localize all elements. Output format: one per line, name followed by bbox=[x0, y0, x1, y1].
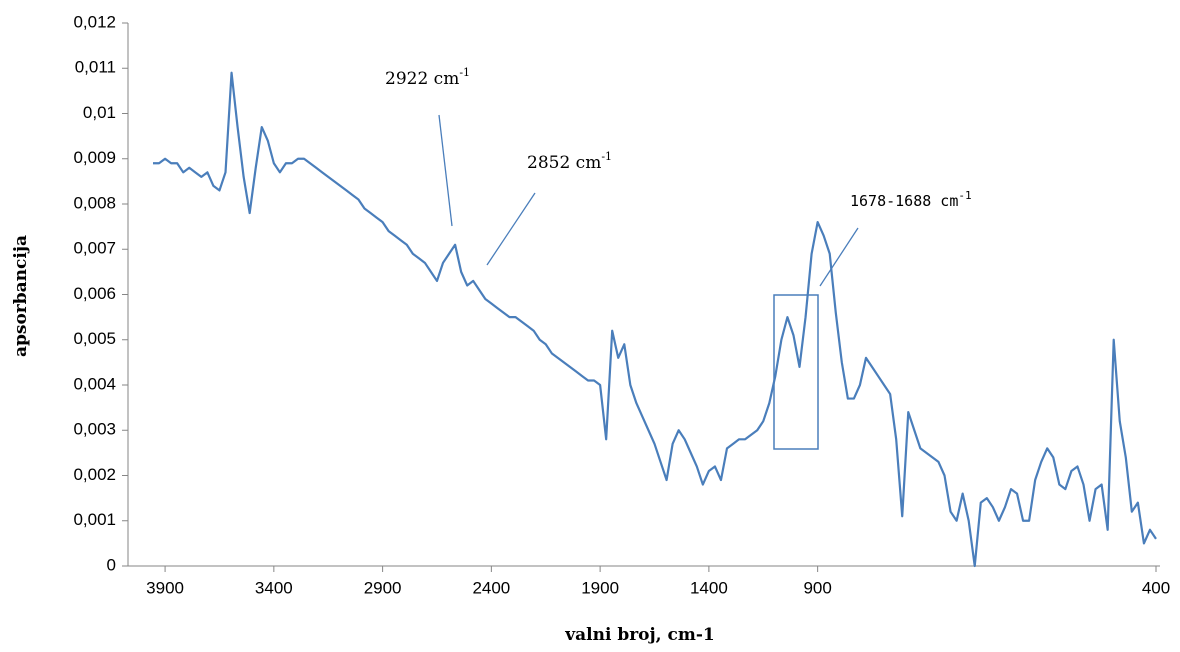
annotation-sup: -1 bbox=[459, 66, 470, 79]
y-tick-label: 0,012 bbox=[73, 12, 116, 31]
annotation-leader bbox=[486, 192, 536, 266]
annotation: 2922 cm-1 bbox=[385, 66, 470, 89]
highlight-box bbox=[773, 294, 819, 450]
annotation: 2852 cm-1 bbox=[527, 150, 612, 173]
annotation-text: 1678-1688 cm bbox=[850, 192, 958, 210]
y-tick-label: 0,004 bbox=[73, 374, 116, 393]
y-tick-label: 0,009 bbox=[73, 148, 116, 167]
x-axis-title: valni broj, cm-1 bbox=[564, 625, 714, 645]
annotation-leader bbox=[438, 114, 453, 227]
y-tick-label: 0,003 bbox=[73, 420, 116, 439]
y-tick-label: 0,006 bbox=[73, 284, 116, 303]
y-tick-label: 0 bbox=[107, 555, 116, 574]
x-tick-label: 400 bbox=[1142, 578, 1170, 597]
y-tick-label: 0,008 bbox=[73, 193, 116, 212]
x-tick-label: 3900 bbox=[146, 578, 184, 597]
y-tick-label: 0,005 bbox=[73, 329, 116, 348]
y-tick-label: 0,011 bbox=[75, 58, 116, 77]
annotation-sup: -1 bbox=[958, 189, 971, 202]
x-tick-label: 900 bbox=[803, 578, 831, 597]
annotation-sup: -1 bbox=[601, 150, 612, 163]
annotation: 1678-1688 cm-1 bbox=[850, 189, 972, 210]
annotation-leader bbox=[819, 227, 859, 287]
annotation-text: 2852 cm bbox=[527, 153, 601, 173]
x-tick-label: 2400 bbox=[472, 578, 510, 597]
y-tick-label: 0,002 bbox=[73, 465, 116, 484]
y-axis-title: apsorbancija bbox=[11, 235, 31, 357]
x-tick-label: 3400 bbox=[255, 578, 293, 597]
x-tick-label: 2900 bbox=[364, 578, 402, 597]
y-tick-label: 0,007 bbox=[73, 239, 116, 258]
x-tick-label: 1400 bbox=[690, 578, 728, 597]
y-tick-label: 0,001 bbox=[73, 510, 116, 529]
annotation-text: 2922 cm bbox=[385, 69, 459, 89]
x-tick-label: 1900 bbox=[581, 578, 619, 597]
y-tick-label: 0,01 bbox=[83, 103, 116, 122]
spectrum-line bbox=[153, 71, 1157, 568]
